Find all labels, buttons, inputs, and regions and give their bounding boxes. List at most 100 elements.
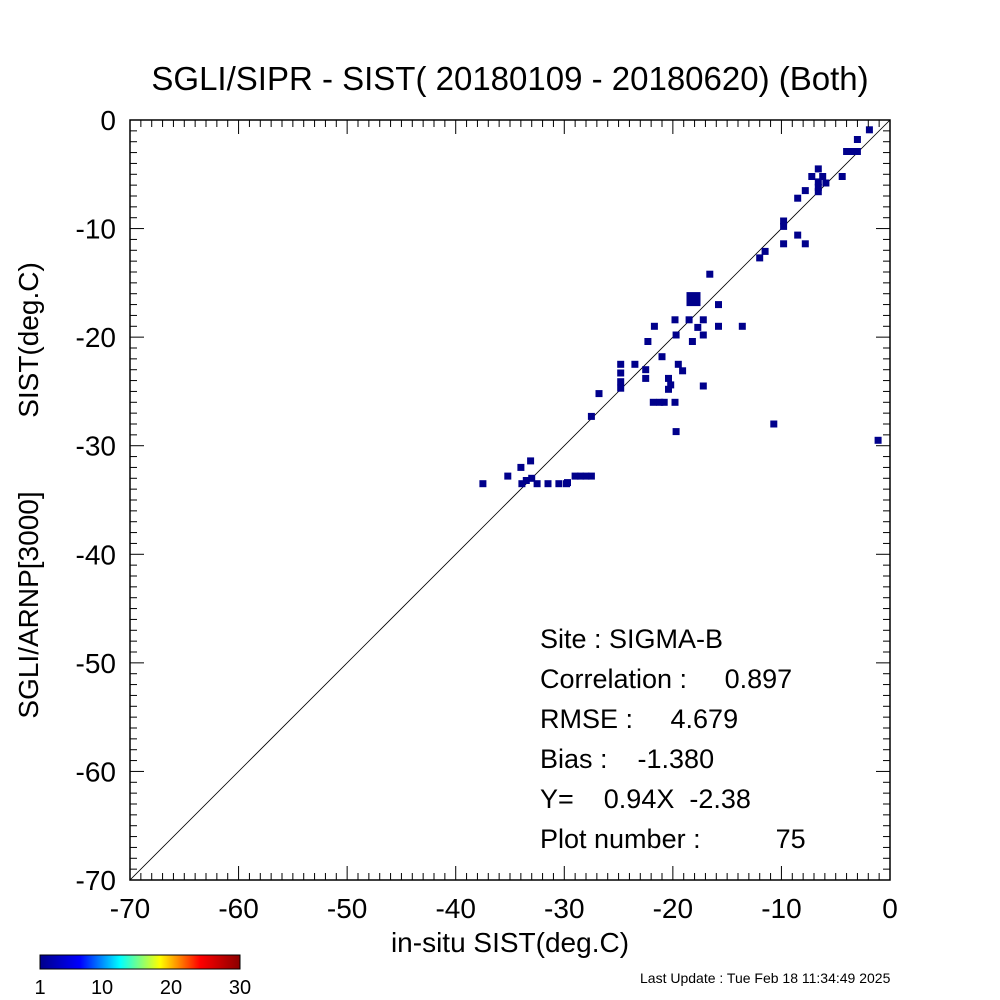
data-point [865, 126, 873, 134]
colorbar-labels: 1 10 20 30 [34, 977, 251, 999]
data-point [694, 323, 702, 331]
x-tick-label: -60 [218, 893, 258, 924]
x-tick-label: 0 [882, 893, 898, 924]
x-tick-label: -40 [435, 893, 475, 924]
data-point [533, 480, 541, 488]
data-point [674, 360, 682, 368]
data-point [822, 179, 830, 187]
data-point [685, 316, 693, 324]
y-tick-label: -50 [76, 648, 116, 679]
data-point [706, 270, 714, 278]
data-point [853, 136, 861, 143]
dense-cell [686, 292, 701, 307]
data-point [660, 398, 668, 406]
data-point [587, 472, 595, 480]
colorbar-tick-label: 10 [91, 977, 113, 999]
data-point [571, 472, 579, 480]
data-point [665, 385, 672, 393]
data-point [801, 240, 809, 248]
data-point [738, 322, 746, 330]
data-point [699, 331, 707, 339]
data-point [479, 480, 487, 488]
data-point [518, 480, 526, 488]
data-point [528, 474, 536, 482]
data-point [577, 472, 585, 480]
data-point [564, 479, 571, 487]
data-point [853, 148, 861, 155]
scatter-points [479, 126, 882, 488]
data-point [715, 301, 722, 309]
data-point [544, 480, 552, 488]
data-point [617, 369, 625, 377]
data-point [522, 477, 530, 484]
data-point [814, 183, 822, 191]
colorbar-tick-label: 20 [160, 977, 182, 999]
x-tick-label: -70 [110, 893, 150, 924]
x-tick-label: -10 [761, 893, 801, 924]
data-point [658, 353, 666, 361]
data-point [587, 412, 595, 420]
data-point [642, 374, 650, 382]
data-point [672, 428, 680, 436]
y-axis-title-line-2: SIST(deg.C) [13, 262, 44, 418]
colorbar [39, 954, 241, 970]
data-point [780, 240, 788, 248]
data-point [770, 420, 778, 428]
data-point [595, 390, 603, 398]
statistics-box: Site : SIGMA-B Correlation : 0.897 RMSE … [540, 624, 806, 854]
stats-bias: Bias : -1.380 [540, 744, 714, 774]
data-point [667, 381, 675, 389]
data-point [555, 480, 563, 488]
data-point [794, 231, 802, 239]
stats-correlation: Correlation : 0.897 [540, 664, 792, 694]
stats-regression: Y= 0.94X -2.38 [540, 784, 751, 814]
data-point [715, 322, 722, 330]
x-tick-label: -20 [653, 893, 693, 924]
stats-site: Site : SIGMA-B [540, 624, 723, 654]
data-point [617, 378, 625, 386]
data-point [756, 254, 764, 262]
minor-ticks [129, 119, 891, 881]
data-point [504, 472, 512, 480]
y-tick-label: -40 [76, 539, 116, 570]
data-point [761, 247, 769, 255]
data-point [665, 374, 672, 382]
y-tick-labels: -70 -60 -50 -40 -30 -20 -10 0 [76, 105, 116, 896]
colorbar-tick-label: 30 [229, 977, 251, 999]
one-to-one-reference-line [130, 120, 890, 880]
data-point [517, 463, 525, 471]
data-point [780, 222, 788, 230]
last-update: Last Update : Tue Feb 18 11:34:49 2025 [640, 970, 891, 986]
x-tick-labels: -70 -60 -50 -40 -30 -20 -10 0 [110, 893, 898, 924]
data-point [874, 436, 882, 444]
data-point [672, 331, 680, 339]
data-point [582, 472, 590, 480]
data-point [650, 322, 658, 330]
x-axis-title: in-situ SIST(deg.C) [391, 927, 629, 958]
data-point [848, 148, 856, 155]
data-point [814, 178, 822, 186]
data-point [699, 316, 707, 324]
stats-rmse: RMSE : 4.679 [540, 704, 738, 734]
y-tick-label: -60 [76, 756, 116, 787]
data-point [688, 338, 696, 345]
y-tick-label: -10 [76, 214, 116, 245]
y-axis-title-line-1: SGLI/ARNP[3000] [13, 491, 44, 718]
data-point [814, 165, 822, 173]
data-point [527, 457, 535, 465]
data-point [649, 398, 657, 406]
data-point [794, 194, 802, 202]
data-point [808, 173, 816, 180]
data-point [838, 173, 846, 180]
data-point [671, 398, 679, 406]
x-tick-label: -50 [327, 893, 367, 924]
data-point [679, 367, 687, 375]
data-point [814, 188, 822, 196]
data-point [656, 398, 664, 406]
data-point [801, 187, 809, 195]
chart-title: SGLI/SIPR - SIST( 20180109 - 20180620) (… [151, 60, 868, 97]
x-tick-label: -30 [544, 893, 584, 924]
colorbar-tick-label: 1 [34, 977, 45, 999]
data-point [819, 173, 827, 180]
